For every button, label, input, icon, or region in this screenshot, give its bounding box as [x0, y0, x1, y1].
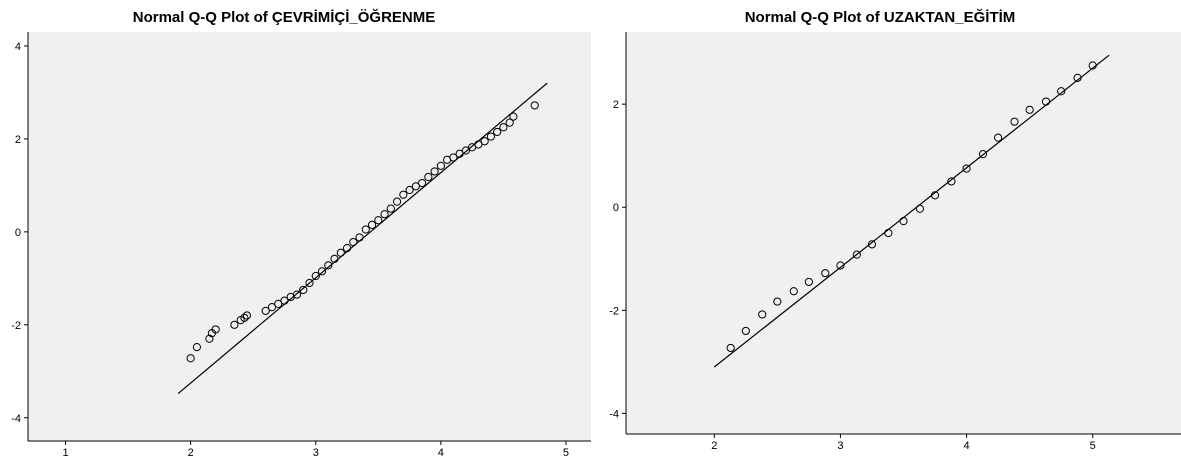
chart-1-point: [405, 185, 414, 195]
chart-2-point: [867, 240, 877, 249]
chart-2-point: [899, 217, 908, 226]
chart-2-point: [1088, 61, 1097, 70]
chart-1-point: [230, 320, 239, 329]
chart-1-point: [240, 313, 249, 322]
chart-1-point: [474, 140, 483, 149]
chart-1-point: [530, 101, 539, 110]
chart-1-point: [499, 123, 508, 132]
chart-2-point: [962, 164, 971, 173]
chart-2-point: [726, 343, 735, 353]
chart-2-point: [758, 310, 767, 319]
chart-2-point: [821, 269, 830, 278]
chart-1-point: [192, 343, 201, 352]
chart-2-y-tick-label: 2: [613, 99, 619, 111]
chart-1-point: [392, 197, 402, 206]
chart-1-plot: -4 -2 0 2 4 1 2 3 4 5: [11, 32, 591, 458]
chart-1-point: [424, 172, 433, 182]
chart-1-point: [330, 254, 339, 263]
chart-2-plot-area: [626, 32, 1181, 434]
chart-1-point: [211, 325, 220, 334]
chart-2-point: [1073, 73, 1082, 82]
chart-2-point: [789, 287, 798, 296]
chart-1-point: [336, 248, 345, 257]
chart-1-point: [361, 225, 370, 234]
chart-1-point: [367, 220, 377, 229]
chart-1-x-tick-label: 3: [313, 447, 319, 458]
chart-2-point: [804, 277, 813, 287]
chart-1-point: [305, 278, 314, 288]
chart-1-y-tick-label: -4: [11, 413, 21, 425]
chart-2-point: [978, 150, 988, 159]
chart-1-point: [274, 299, 283, 308]
chart-1-point: [505, 118, 514, 127]
chart-2-plot: -4 -2 0 2 2 3 4 5: [609, 32, 1181, 452]
chart-1-x-tick-label: 1: [62, 447, 68, 458]
chart-1-point: [430, 167, 439, 176]
chart-1-x-tick-label: 5: [563, 447, 569, 458]
chart-1-point: [374, 216, 383, 225]
chart-1-point: [292, 290, 302, 299]
chart-2-point: [915, 204, 924, 213]
chart-1-point: [355, 233, 364, 242]
chart-1-point: [436, 161, 445, 170]
chart-1-point: [205, 334, 214, 343]
chart-2-x-tick-label: 5: [1090, 440, 1096, 452]
chart-1-point: [280, 296, 289, 305]
chart-1-y-tick-label: 0: [15, 227, 21, 239]
chart-1-point: [480, 137, 489, 146]
chart-1-point: [342, 244, 352, 253]
chart-2-reference-line: [713, 54, 1110, 368]
chart-1-x-tick-label: 4: [438, 447, 444, 458]
chart-2-point: [1010, 117, 1019, 126]
chart-2-point: [741, 326, 750, 336]
chart-1-point: [509, 112, 518, 121]
chart-2-y-tick-label: -2: [609, 305, 619, 317]
chart-1-point: [186, 354, 195, 363]
chart-1-point: [324, 261, 333, 270]
chart-2-y-tick-label: -4: [609, 408, 619, 420]
chart-2-point: [994, 133, 1003, 142]
chart-1-point: [411, 182, 420, 191]
chart-1-plot-area: [28, 32, 591, 441]
chart-1-point: [317, 267, 327, 276]
chart-2-x-tick-label: 2: [711, 440, 717, 452]
chart-1-title: Normal Q-Q Plot of ÇEVRİMİÇİ_ÖĞRENME: [133, 8, 436, 26]
chart-2-point: [852, 250, 861, 259]
chart-1-point: [267, 303, 277, 312]
chart-2-x-tick-label: 3: [837, 440, 843, 452]
chart-1-point: [299, 285, 308, 295]
chart-2-point: [773, 297, 782, 306]
chart-2-point: [1041, 97, 1051, 106]
chart-1-point: [386, 204, 395, 213]
chart-1-point: [349, 237, 358, 247]
chart-1-point: [493, 127, 502, 137]
chart-1-point: [380, 210, 389, 219]
chart-2-x-tick-label: 4: [964, 440, 970, 452]
chart-2-point: [947, 177, 956, 186]
chart-1-x-tick-label: 2: [188, 447, 194, 458]
chart-1-point: [455, 149, 464, 158]
chart-1-y-tick-label: 4: [15, 41, 21, 53]
chart-1-point: [461, 146, 470, 155]
chart-1-point: [261, 306, 270, 315]
chart-1-point: [449, 153, 458, 162]
chart-1-point: [399, 190, 408, 199]
chart-2-point: [930, 191, 940, 200]
chart-1-point: [418, 178, 427, 188]
chart-2-point: [884, 228, 893, 238]
chart-1-y-tick-label: -2: [11, 320, 21, 332]
chart-2-title: Normal Q-Q Plot of UZAKTAN_EĞİTİM: [745, 8, 1016, 26]
chart-1-point: [486, 132, 496, 141]
chart-2-point: [1025, 105, 1034, 114]
chart-2-point: [1057, 87, 1066, 96]
chart-1-point: [311, 271, 320, 281]
chart-2-y-tick-label: 0: [613, 202, 619, 214]
chart-2-point: [836, 261, 845, 270]
chart-1-y-tick-label: 2: [15, 134, 21, 146]
chart-1-point: [242, 311, 252, 320]
